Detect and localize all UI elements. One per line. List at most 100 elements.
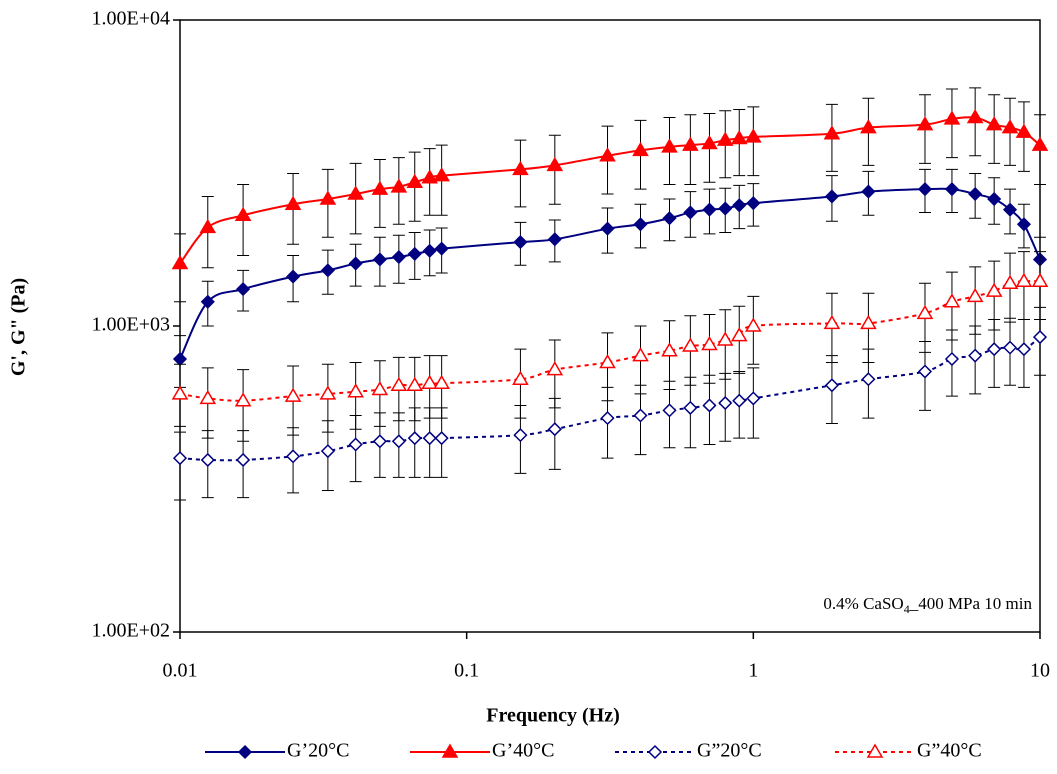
legend-item: G”40°C (835, 740, 982, 762)
marker (943, 293, 961, 308)
marker (512, 160, 529, 176)
marker (600, 411, 615, 426)
marker (917, 182, 933, 197)
marker (599, 147, 616, 162)
marker (730, 327, 748, 342)
plot-frame (179, 19, 1041, 633)
marker (1015, 123, 1033, 138)
marker (985, 282, 1003, 297)
marker (661, 342, 678, 357)
x-tick-label: 1 (748, 660, 758, 682)
marker (234, 206, 252, 222)
marker (702, 398, 717, 413)
marker (824, 189, 839, 204)
marker (1001, 274, 1019, 289)
marker (662, 211, 677, 226)
legend-item: G”20°C (615, 740, 762, 762)
marker (861, 372, 876, 387)
marker (546, 156, 564, 172)
legend-marker (866, 743, 884, 758)
marker (421, 169, 438, 184)
marker (683, 205, 698, 220)
marker (348, 256, 363, 271)
x-tick-label: 0.1 (454, 660, 479, 682)
marker (433, 167, 450, 182)
legend-label: G”20°C (697, 740, 762, 762)
marker (547, 422, 562, 437)
marker (944, 351, 960, 367)
marker (433, 374, 450, 389)
legend-label: G’20°C (287, 740, 349, 762)
marker (371, 381, 389, 396)
marker (319, 190, 337, 205)
legend-marker (237, 744, 253, 760)
marker (172, 351, 188, 367)
marker (347, 383, 364, 398)
marker (861, 184, 876, 199)
marker (730, 129, 748, 145)
y-tick-label: 1.00E+04 (92, 8, 171, 30)
series-line (179, 280, 1041, 402)
marker (319, 385, 337, 400)
marker (234, 392, 252, 407)
marker (348, 437, 363, 452)
marker (968, 348, 983, 363)
marker (320, 263, 335, 278)
marker (823, 314, 841, 330)
marker (632, 141, 649, 157)
marker (916, 116, 934, 131)
marker (372, 252, 387, 267)
marker (421, 374, 438, 389)
marker (745, 128, 762, 143)
marker (860, 119, 877, 134)
marker (1031, 136, 1049, 151)
marker (236, 282, 251, 297)
marker (172, 451, 188, 466)
marker (633, 408, 648, 423)
marker (171, 255, 189, 270)
marker (968, 186, 983, 202)
marker (199, 218, 217, 234)
marker (746, 391, 761, 406)
marker (1031, 272, 1049, 288)
marker (1016, 342, 1032, 357)
marker (200, 452, 215, 467)
marker (985, 116, 1003, 131)
annotation: 0.4% CaSO4_400 MPa 10 min (823, 594, 1032, 616)
marker (917, 364, 933, 379)
marker (347, 185, 364, 200)
marker (600, 221, 615, 236)
annotation-text: 0.4% CaSO (823, 594, 903, 613)
marker (171, 385, 189, 400)
marker (1002, 202, 1018, 217)
marker (422, 431, 437, 446)
marker (682, 136, 699, 151)
marker (512, 370, 529, 385)
marker (824, 378, 839, 393)
marker (966, 287, 984, 303)
marker (407, 246, 422, 261)
series-line (179, 187, 1041, 360)
marker (200, 294, 215, 309)
marker (547, 232, 562, 247)
marker (1016, 217, 1032, 232)
marker (1032, 330, 1048, 345)
marker (286, 449, 301, 464)
marker (718, 395, 733, 411)
marker (513, 428, 528, 443)
annotation-text: _400 MPa 10 min (909, 594, 1033, 613)
marker (284, 387, 302, 402)
y-axis-label: G', G" (Pa) (8, 278, 30, 376)
marker (943, 110, 961, 125)
x-axis-label: Frequency (Hz) (486, 705, 620, 727)
marker (371, 180, 389, 195)
marker (199, 389, 217, 405)
marker (391, 249, 406, 265)
marker (320, 444, 335, 459)
marker (434, 431, 449, 446)
legend-item: G’20°C (205, 740, 349, 762)
legend-marker (647, 744, 663, 760)
marker (716, 131, 734, 146)
marker (513, 235, 528, 250)
marker (406, 173, 424, 188)
